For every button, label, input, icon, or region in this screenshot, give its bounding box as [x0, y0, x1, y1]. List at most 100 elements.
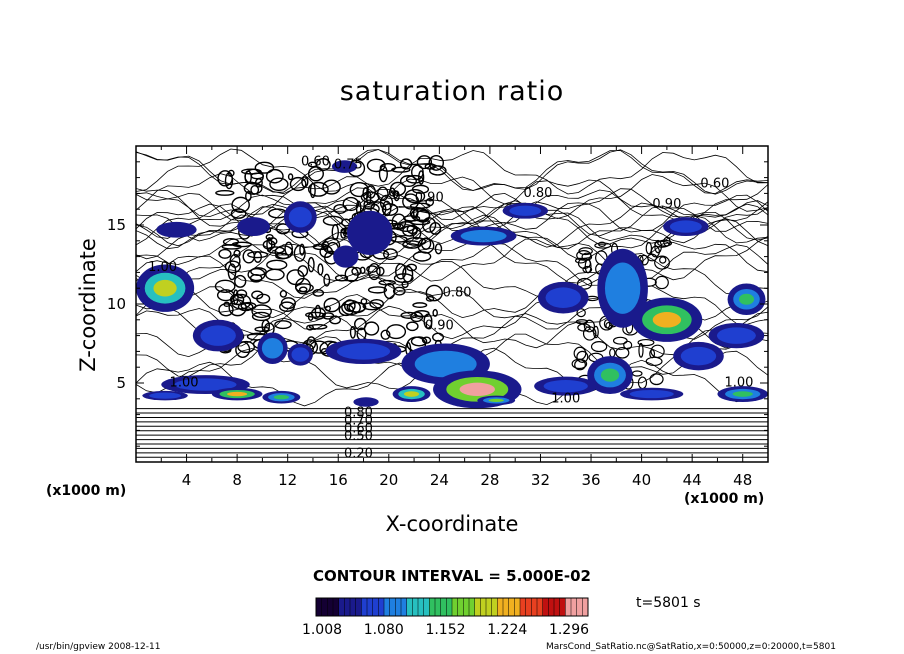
- contour-cell: [369, 298, 385, 309]
- shaded-region-core: [261, 337, 284, 359]
- contour-line: [136, 311, 768, 358]
- y-tick-label: 15: [107, 216, 126, 234]
- x-tick-label: 8: [232, 471, 242, 489]
- contour-cell: [349, 326, 356, 339]
- contour-cell: [319, 245, 334, 259]
- x-tick-label: 12: [278, 471, 297, 489]
- contour-cell: [381, 203, 399, 216]
- contour-cell: [321, 312, 335, 320]
- contour-cell: [329, 315, 342, 325]
- colorbar-tick-label: 1.008: [302, 622, 342, 638]
- colorbar-cell: [474, 598, 481, 616]
- contour-cell: [265, 168, 284, 184]
- colorbar-cell: [372, 598, 379, 616]
- contour-cell: [378, 165, 388, 183]
- contour-cell: [581, 252, 593, 261]
- contour-cell: [314, 304, 322, 318]
- contour-cell: [230, 208, 247, 219]
- contour-cell: [395, 263, 407, 280]
- contour-cell: [576, 277, 593, 290]
- contour-label: 1.00: [551, 391, 580, 406]
- contour-line: [136, 148, 768, 195]
- contour-cell: [298, 286, 308, 293]
- shaded-region-peak: [652, 312, 682, 328]
- shaded-region-core: [174, 378, 237, 391]
- shaded-region-core: [336, 343, 391, 360]
- colorbar-cell: [384, 598, 391, 616]
- contour-cell: [231, 196, 250, 214]
- colorbar-cell: [333, 598, 340, 616]
- contour-cell: [418, 170, 425, 185]
- contour-cell: [218, 303, 234, 317]
- colorbar-cell: [531, 598, 538, 616]
- x-axis-ticks: 4 8 12 16 20 24 28 32 36 40 44 48: [135, 146, 769, 489]
- contour-cell: [307, 181, 329, 197]
- colorbar-cell: [576, 598, 583, 616]
- colorbar-cell: [367, 598, 374, 616]
- contour-cell: [234, 274, 247, 288]
- colorbar-cell: [361, 598, 368, 616]
- contour-cell: [274, 320, 292, 330]
- contour-interval: CONTOUR INTERVAL = 5.000E-02: [313, 567, 591, 585]
- colorbar-cell: [440, 598, 447, 616]
- contour-cell: [323, 297, 341, 313]
- colorbar: 1.008 1.080 1.152 1.224 1.296: [302, 597, 589, 638]
- contour-label: 1.00: [170, 376, 199, 391]
- contour-cell: [578, 247, 593, 256]
- contour-cell: [598, 241, 606, 247]
- contour-cell: [425, 284, 443, 302]
- contour-cell: [254, 161, 275, 174]
- shaded-region-core: [680, 346, 717, 366]
- contour-cell: [227, 263, 237, 281]
- colorbar-cell: [327, 598, 334, 616]
- contour-cell: [306, 336, 317, 350]
- contour-cell: [214, 279, 236, 293]
- contour-cell: [654, 255, 670, 270]
- contour-cell: [307, 161, 318, 168]
- contour-cell: [237, 340, 256, 354]
- contour-cell: [323, 273, 331, 287]
- shaded-region: [347, 210, 393, 256]
- y-axis-ticks: 5 10 15: [107, 161, 768, 447]
- contour-cell: [424, 163, 436, 170]
- colorbar-tick-label: 1.152: [425, 622, 465, 638]
- contour-label: 0.20: [344, 447, 373, 462]
- contour-cell: [399, 158, 413, 170]
- colorbar-cell: [418, 598, 425, 616]
- y-axis-label: Z-coordinate: [76, 238, 100, 372]
- colorbar-cell: [503, 598, 510, 616]
- contour-cell: [289, 176, 307, 192]
- colorbar-cell: [514, 598, 521, 616]
- colorbar-cell: [378, 598, 385, 616]
- contour-cell: [293, 244, 306, 262]
- contour-label: 0.70: [344, 413, 373, 428]
- colorbar-cell: [548, 598, 555, 616]
- shaded-region: [156, 221, 197, 238]
- contour-cell: [420, 237, 432, 250]
- colorbar-cell: [452, 598, 459, 616]
- contour-cell: [254, 326, 270, 333]
- contour-labels: 0.60 0.75 0.60 0.90 0.80 0.90 1.00 0.80 0.90 1.00…: [148, 154, 753, 461]
- contour-cell: [577, 323, 591, 332]
- contour-cell: [603, 319, 611, 329]
- colorbar-cell: [582, 598, 589, 616]
- contour-cell: [231, 241, 252, 248]
- x-tick-label: 44: [683, 471, 702, 489]
- contour-cell: [405, 174, 424, 184]
- contour-cell: [224, 260, 241, 274]
- shaded-region-core: [200, 325, 236, 346]
- contour-cell: [367, 262, 381, 281]
- colorbar-cell: [559, 598, 566, 616]
- x-tick-label: 28: [480, 471, 499, 489]
- contour-label: 0.80: [344, 406, 373, 421]
- colorbar-cell: [344, 598, 351, 616]
- contour-cell: [412, 302, 428, 308]
- contour-line: [136, 173, 768, 220]
- contour-cell: [411, 226, 422, 240]
- time-label: t=5801 s: [636, 595, 701, 611]
- x-tick-label: 16: [329, 471, 348, 489]
- shaded-region-peak: [273, 395, 289, 400]
- contour-line: [136, 199, 768, 245]
- contour-label: 0.90: [425, 319, 454, 334]
